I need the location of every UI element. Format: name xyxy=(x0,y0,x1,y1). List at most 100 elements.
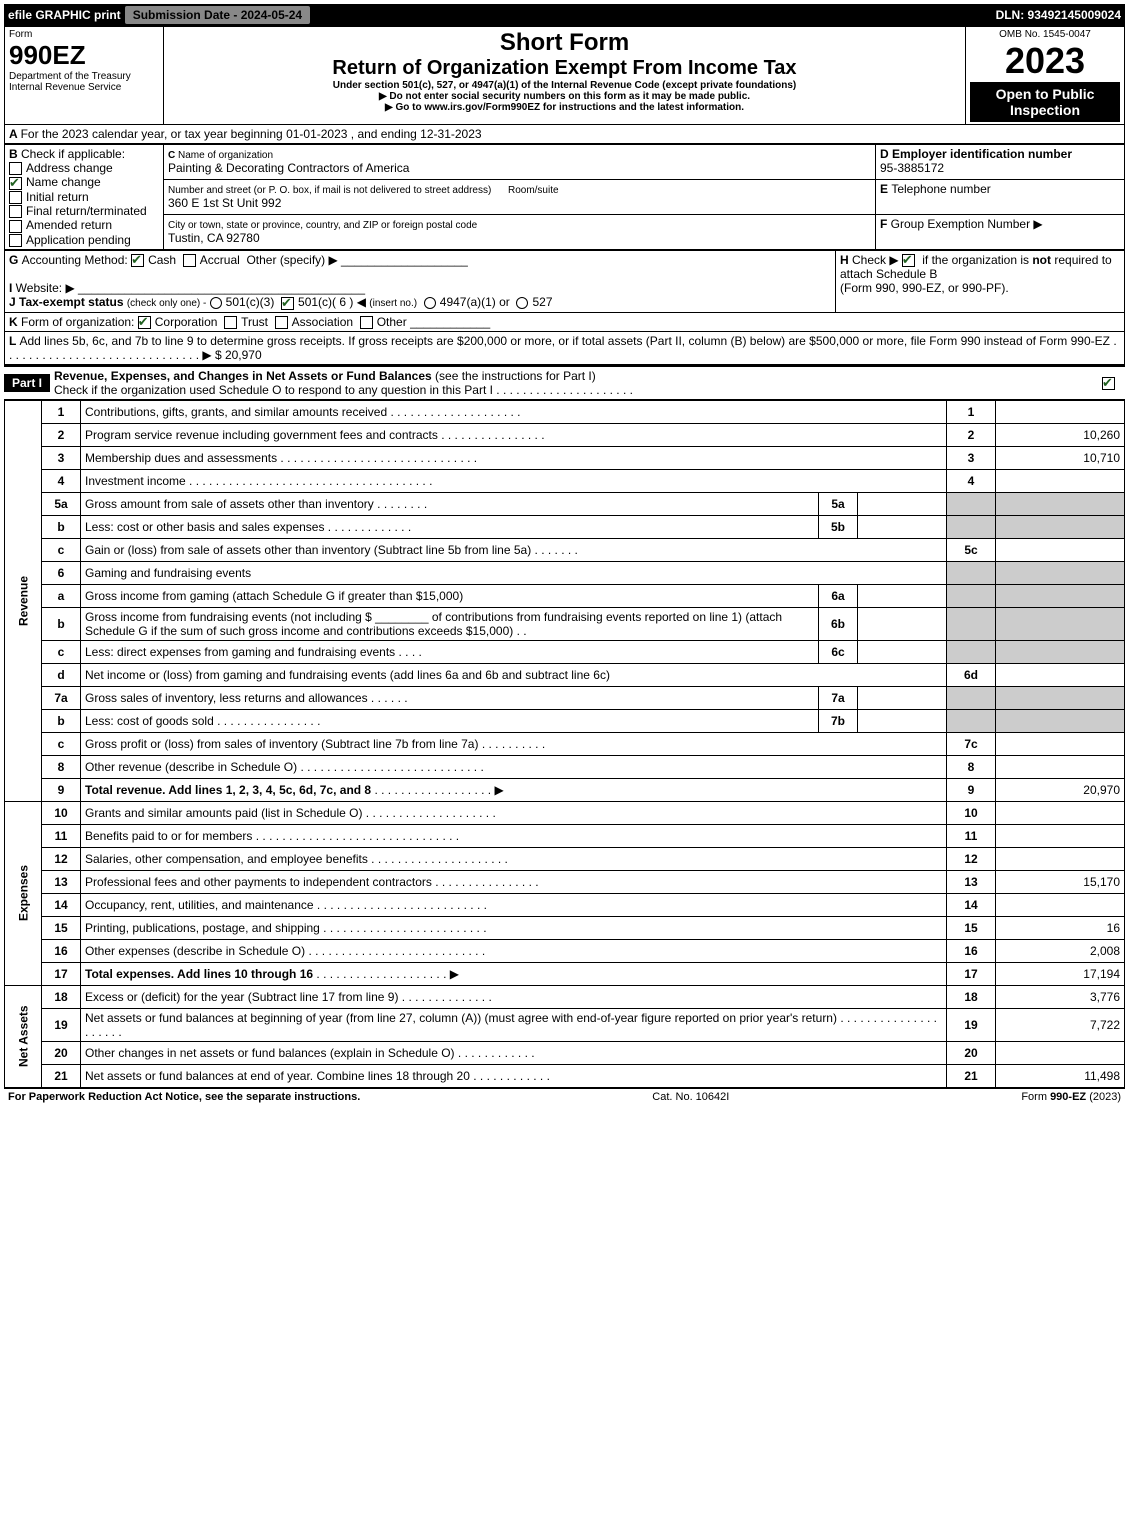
d19: Net assets or fund balances at beginning… xyxy=(85,1011,837,1025)
chk-address[interactable] xyxy=(9,162,22,175)
n12: 12 xyxy=(42,847,81,870)
opt-address: Address change xyxy=(26,161,113,175)
top-bar: efile GRAPHIC print Submission Date - 20… xyxy=(4,4,1125,26)
h-text3: (Form 990, 990-EZ, or 990-PF). xyxy=(840,281,1009,295)
chk-corp[interactable] xyxy=(138,316,151,329)
chk-cash[interactable] xyxy=(131,254,144,267)
n18: 18 xyxy=(42,985,81,1008)
d5c: Gain or (loss) from sale of assets other… xyxy=(85,543,531,557)
open-public: Open to Public Inspection xyxy=(970,82,1120,122)
num10: 10 xyxy=(947,801,996,824)
d14: Occupancy, rent, utilities, and maintena… xyxy=(85,898,314,912)
chk-trust[interactable] xyxy=(224,316,237,329)
d3: Membership dues and assessments xyxy=(85,451,277,465)
in6c: 6c xyxy=(819,640,858,663)
h-not: not xyxy=(1032,253,1051,267)
opt-name: Name change xyxy=(26,175,101,189)
f-label: Group Exemption Number xyxy=(891,217,1030,231)
num17: 17 xyxy=(947,962,996,985)
n19: 19 xyxy=(42,1008,81,1041)
k-o3: Association xyxy=(292,315,353,329)
v6d xyxy=(996,663,1125,686)
d15: Printing, publications, postage, and shi… xyxy=(85,921,320,935)
chk-501c[interactable] xyxy=(281,297,294,310)
opt-amended: Amended return xyxy=(26,218,112,232)
line-k: K Form of organization: Corporation Trus… xyxy=(4,313,1125,332)
opt-final: Final return/terminated xyxy=(26,204,147,218)
rad-501c3[interactable] xyxy=(210,297,222,309)
n9: 9 xyxy=(42,778,81,801)
part1-title: Revenue, Expenses, and Changes in Net As… xyxy=(54,369,432,383)
v18: 3,776 xyxy=(996,985,1125,1008)
n17: 17 xyxy=(42,962,81,985)
num9: 9 xyxy=(947,778,996,801)
d8: Other revenue (describe in Schedule O) xyxy=(85,760,297,774)
chk-amended[interactable] xyxy=(9,220,22,233)
chk-accrual[interactable] xyxy=(183,254,196,267)
d10: Grants and similar amounts paid (list in… xyxy=(85,806,362,820)
n13: 13 xyxy=(42,870,81,893)
in5a: 5a xyxy=(819,492,858,515)
n6a: a xyxy=(42,584,81,607)
v2: 10,260 xyxy=(996,423,1125,446)
i-label: Website: xyxy=(16,281,62,295)
num12: 12 xyxy=(947,847,996,870)
num21: 21 xyxy=(947,1064,996,1087)
v20 xyxy=(996,1041,1125,1064)
rad-4947[interactable] xyxy=(424,297,436,309)
org-name: Painting & Decorating Contractors of Ame… xyxy=(168,161,409,175)
n5b: b xyxy=(42,515,81,538)
city-label: City or town, state or province, country… xyxy=(168,220,477,231)
num3: 3 xyxy=(947,446,996,469)
n4: 4 xyxy=(42,469,81,492)
lines-table: Revenue 1 Contributions, gifts, grants, … xyxy=(4,400,1125,1088)
part1-note: (see the instructions for Part I) xyxy=(435,369,596,383)
chk-part1[interactable] xyxy=(1102,377,1115,390)
form-number: 990EZ xyxy=(9,40,159,71)
d11: Benefits paid to or for members xyxy=(85,829,252,843)
v1 xyxy=(996,400,1125,423)
dept-2: Internal Revenue Service xyxy=(9,82,159,93)
line-a-text: For the 2023 calendar year, or tax year … xyxy=(21,127,482,141)
num11: 11 xyxy=(947,824,996,847)
footer-right: Form 990-EZ (2023) xyxy=(1021,1091,1121,1103)
n5a: 5a xyxy=(42,492,81,515)
d18: Excess or (deficit) for the year (Subtra… xyxy=(85,990,398,1004)
n3: 3 xyxy=(42,446,81,469)
v21: 11,498 xyxy=(996,1064,1125,1087)
d20: Other changes in net assets or fund bala… xyxy=(85,1046,455,1060)
l-value: $ 20,970 xyxy=(215,348,262,362)
n20: 20 xyxy=(42,1041,81,1064)
d12: Salaries, other compensation, and employ… xyxy=(85,852,368,866)
d2: Program service revenue including govern… xyxy=(85,428,438,442)
j-o4: 527 xyxy=(532,295,552,309)
in6b: 6b xyxy=(819,607,858,640)
n6: 6 xyxy=(42,561,81,584)
no-ssn: Do not enter social security numbers on … xyxy=(168,91,961,102)
b-label: Check if applicable: xyxy=(21,147,125,161)
d6a: Gross income from gaming (attach Schedul… xyxy=(85,589,463,603)
n21: 21 xyxy=(42,1064,81,1087)
d-label: Employer identification number xyxy=(892,147,1072,161)
num16: 16 xyxy=(947,939,996,962)
n6b: b xyxy=(42,607,81,640)
chk-h[interactable] xyxy=(902,254,915,267)
v19: 7,722 xyxy=(996,1008,1125,1041)
d7c: Gross profit or (loss) from sales of inv… xyxy=(85,737,478,751)
chk-final[interactable] xyxy=(9,205,22,218)
chk-other[interactable] xyxy=(360,316,373,329)
n15: 15 xyxy=(42,916,81,939)
chk-assoc[interactable] xyxy=(275,316,288,329)
return-title: Return of Organization Exempt From Incom… xyxy=(168,57,961,80)
addr-label: Number and street (or P. O. box, if mail… xyxy=(168,185,491,196)
v11 xyxy=(996,824,1125,847)
in7a: 7a xyxy=(819,686,858,709)
v10 xyxy=(996,801,1125,824)
chk-name[interactable] xyxy=(9,177,22,190)
street-address: 360 E 1st St Unit 992 xyxy=(168,196,281,210)
rad-527[interactable] xyxy=(516,297,528,309)
j-insert: (insert no.) xyxy=(369,298,417,309)
v9: 20,970 xyxy=(996,778,1125,801)
chk-initial[interactable] xyxy=(9,191,22,204)
chk-pending[interactable] xyxy=(9,234,22,247)
